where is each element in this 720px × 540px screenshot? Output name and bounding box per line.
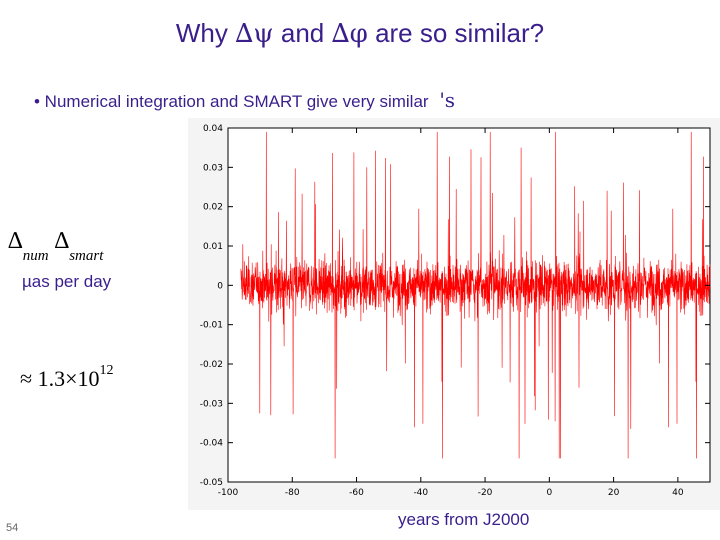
y-tick-label: 0.03: [203, 163, 223, 173]
units-label: µas per day: [22, 272, 112, 291]
series-line-difference: [240, 131, 711, 459]
eq1-op: ∆: [54, 228, 70, 254]
delta-psi-symbol: ∆ψ: [235, 19, 274, 49]
y-tick-label: -0.04: [200, 439, 224, 449]
eq1-sub-num: num: [22, 247, 49, 264]
x-tick-label: -80: [285, 488, 300, 498]
ratio-equation: ≈ 1.3×1012: [20, 362, 114, 392]
x-tick-label: 40: [672, 488, 684, 498]
y-tick-label: -0.05: [200, 478, 223, 488]
bullet-math-glyph: 's: [439, 88, 456, 112]
eq1-main: ∆: [8, 228, 23, 254]
x-tick-label: -20: [478, 488, 493, 498]
chart-svg: 0.04 0.03 0.02 0.01 0 -0.01 -0.02 -0.03 -0.04 -0.…: [200, 124, 711, 498]
eq3-base: 10: [77, 366, 100, 391]
y-tick-label: -0.02: [200, 360, 223, 370]
y-tick-label: 0.04: [203, 124, 223, 134]
difference-chart: 0.04 0.03 0.02 0.01 0 -0.01 -0.02 -0.03 -0.04 -0.…: [188, 118, 720, 510]
y-tick-label: 0.01: [203, 242, 223, 252]
eq1-sub-smart: smart: [69, 247, 104, 264]
page-number: 54: [6, 522, 19, 534]
slide-title: Why ∆ψ and ∆φ are so similar?: [0, 18, 720, 49]
title-prefix: Why: [175, 18, 236, 48]
y-tick-label: 0.02: [203, 203, 223, 213]
x-tick-label: 20: [608, 488, 620, 498]
x-tick-label: -60: [349, 488, 364, 498]
title-suffix: are so similar?: [367, 18, 545, 48]
x-tick-label: -100: [218, 488, 239, 498]
y-tick-label: -0.03: [200, 399, 223, 409]
x-tick-label: 0: [546, 488, 552, 498]
x-axis-caption: years from J2000: [398, 510, 530, 529]
bullet-text: • Numerical integration and SMART give v…: [34, 92, 429, 111]
title-mid: and: [273, 18, 332, 48]
x-tick-label: -40: [413, 488, 428, 498]
difference-equation: ∆num ∆smart: [8, 228, 103, 264]
eq3-main: ≈ 1.3×: [20, 366, 78, 391]
y-tick-label: 0: [217, 281, 223, 291]
bullet-point: • Numerical integration and SMART give v…: [34, 88, 455, 112]
delta-phi-symbol: ∆φ: [331, 19, 368, 49]
eq3-exp: 12: [99, 362, 114, 378]
y-tick-label: -0.01: [200, 321, 223, 331]
